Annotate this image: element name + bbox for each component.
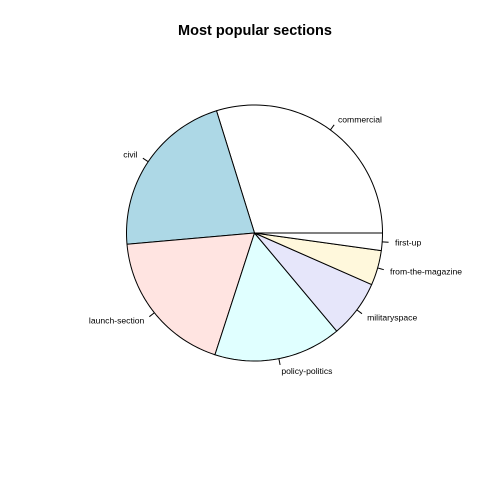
pie-label-first-up: first-up — [395, 238, 421, 248]
pie-leader-civil — [142, 157, 149, 163]
pie-slice-policy-politics — [214, 232, 338, 362]
chart-title: Most popular sections — [178, 23, 332, 39]
pie-slice-from-the-magazine — [254, 232, 382, 286]
pie-leader-from-the-magazine — [377, 267, 384, 271]
pie-leader-policy-politics — [278, 358, 281, 366]
pie-slice-militaryspace — [254, 232, 373, 332]
pie-leader-commercial — [329, 124, 335, 131]
pie-slices — [126, 104, 383, 362]
pie-label-commercial: commercial — [338, 115, 382, 125]
pie-label-policy-politics: policy-politics — [281, 366, 332, 376]
pie-labels: commercial civil launch-section policy-poli… — [89, 115, 462, 377]
pie-label-from-the-magazine: from-the-magazine — [390, 266, 462, 276]
pie-label-launch-section: launch-section — [89, 316, 145, 326]
pie-label-militaryspace: militaryspace — [367, 313, 417, 323]
pie-slice-first-up — [254, 232, 383, 252]
pie-label-civil: civil — [123, 150, 137, 160]
pie-leader-militaryspace — [356, 309, 363, 315]
pie-leader-launch-section — [149, 312, 155, 318]
